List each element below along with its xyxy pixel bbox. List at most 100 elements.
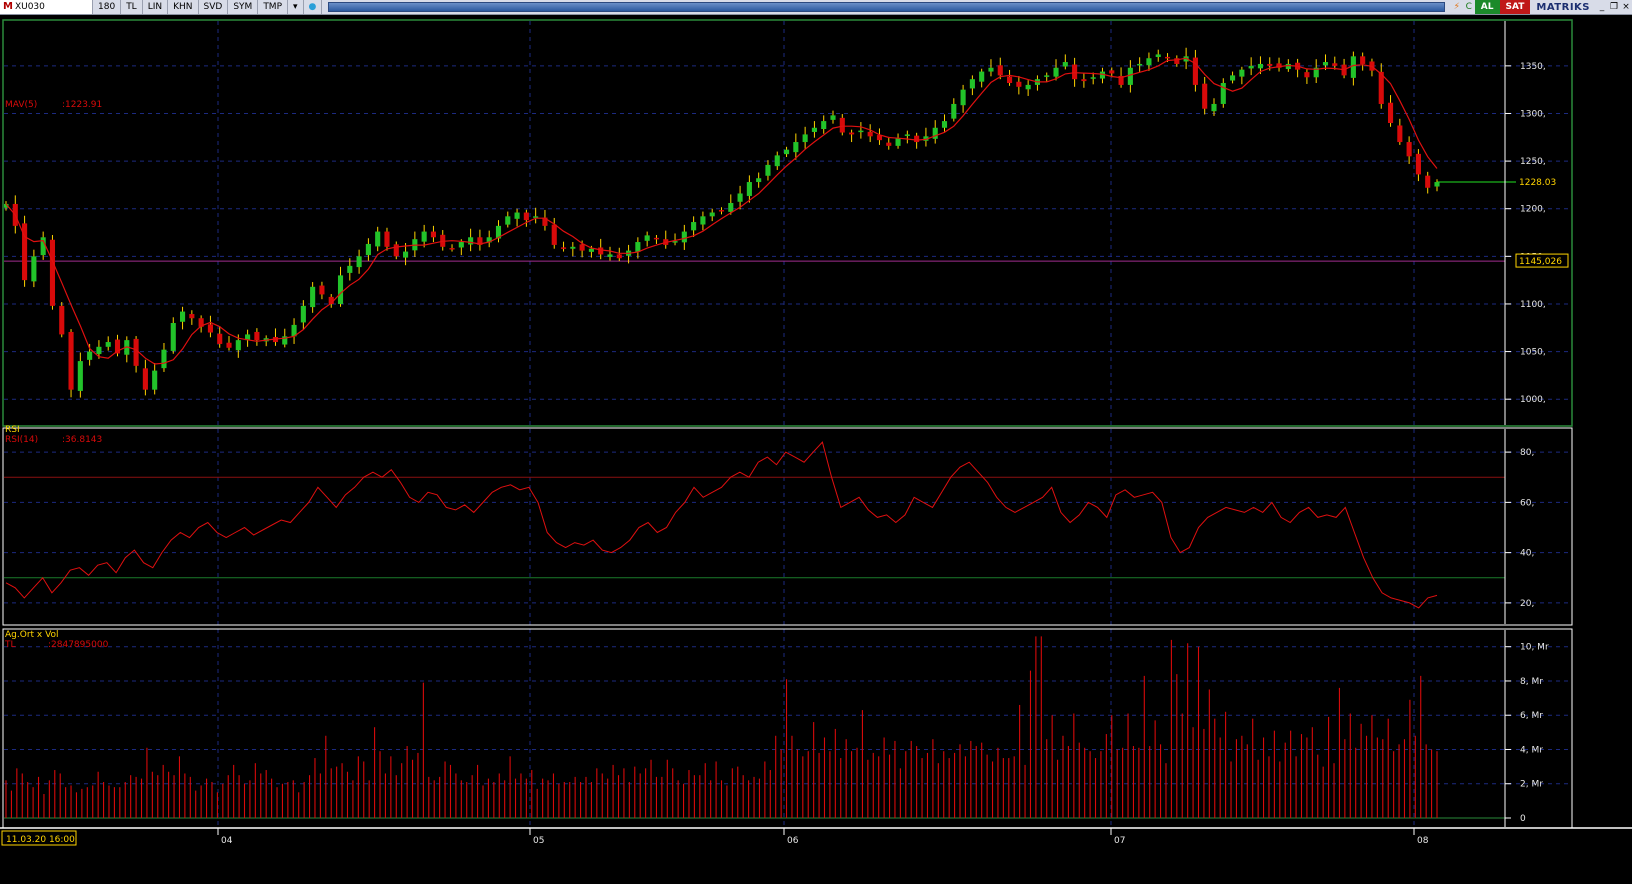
alert-icon[interactable]: ⚡ bbox=[1453, 2, 1460, 12]
candle-body bbox=[533, 216, 539, 218]
candle-body bbox=[4, 203, 9, 208]
rsi-panel-border bbox=[2, 427, 1573, 626]
candle-body bbox=[87, 351, 93, 360]
candle-body bbox=[486, 237, 492, 243]
candle-body bbox=[923, 136, 929, 141]
panel-borders bbox=[0, 19, 1632, 829]
candle-body bbox=[1062, 62, 1068, 67]
month-tick-label: 08 bbox=[1417, 836, 1429, 846]
candle-body bbox=[114, 339, 121, 354]
volume-label: TL bbox=[4, 640, 16, 650]
sell-button[interactable]: SAT bbox=[1499, 0, 1531, 14]
rsi-tick-label: 40, bbox=[1520, 549, 1534, 559]
candle-body bbox=[1387, 102, 1394, 123]
price-panel[interactable] bbox=[3, 47, 1516, 398]
candle-body bbox=[941, 121, 948, 128]
candle-body bbox=[1397, 125, 1403, 143]
date-label: 11.03.20 16:00 bbox=[6, 835, 75, 845]
candle-body bbox=[96, 346, 102, 355]
candle-body bbox=[969, 79, 975, 89]
candle-body bbox=[858, 130, 864, 133]
month-tick-label: 06 bbox=[787, 836, 799, 846]
candle-body bbox=[932, 127, 938, 139]
symbol-selector[interactable]: M XU030 bbox=[0, 0, 93, 14]
toolbar-button-tmp[interactable]: TMP bbox=[258, 0, 289, 14]
candle-body bbox=[635, 242, 641, 252]
candle-body bbox=[328, 296, 334, 304]
candle-body bbox=[1350, 56, 1356, 78]
mav-value: :1223.91 bbox=[62, 100, 102, 110]
candle-body bbox=[876, 135, 883, 141]
candle-body bbox=[765, 164, 771, 176]
candle-body bbox=[718, 210, 725, 212]
candle-body bbox=[1072, 64, 1078, 80]
rsi-panel[interactable] bbox=[4, 441, 1505, 609]
candle-body bbox=[1016, 81, 1022, 87]
candle-body bbox=[365, 243, 371, 256]
buy-button[interactable]: AL bbox=[1474, 0, 1500, 14]
dropdown-arrow-icon[interactable]: ▾ bbox=[288, 0, 304, 14]
candle-body bbox=[403, 251, 409, 258]
candle-body bbox=[1220, 83, 1226, 104]
candle-body bbox=[152, 370, 158, 390]
toolbar-button-lin[interactable]: LIN bbox=[143, 0, 169, 14]
candle-body bbox=[282, 336, 288, 345]
candle-body bbox=[904, 134, 910, 136]
candle-body bbox=[310, 286, 316, 308]
date-badge bbox=[1, 830, 77, 846]
symbol-code: XU030 bbox=[14, 2, 45, 12]
price-panel-border bbox=[2, 19, 1573, 427]
reference-price-label: 1145,026 bbox=[1519, 257, 1562, 267]
candle-body bbox=[1230, 75, 1236, 81]
rsi-tick-label: 80, bbox=[1520, 448, 1534, 458]
toolbar-button-khn[interactable]: KHN bbox=[168, 0, 199, 14]
volume-tick-label: 10, Mr bbox=[1520, 643, 1549, 653]
candle-body bbox=[1090, 77, 1096, 79]
candle-body bbox=[1267, 63, 1273, 66]
price-chart[interactable]: 04050607081000,1050,1100,1150,1200,1250,… bbox=[0, 15, 1632, 884]
candle-body bbox=[1304, 72, 1310, 78]
toolbar-button-svd[interactable]: SVD bbox=[199, 0, 229, 14]
candle-body bbox=[189, 314, 195, 319]
refresh-icon[interactable]: C bbox=[1465, 2, 1472, 12]
candle-body bbox=[31, 256, 37, 282]
candle-body bbox=[430, 231, 436, 238]
close-icon[interactable]: × bbox=[1622, 2, 1630, 12]
last-price-label: 1228.03 bbox=[1519, 178, 1556, 188]
candle-body bbox=[217, 333, 223, 344]
candle-body bbox=[59, 305, 65, 335]
candle-body bbox=[700, 216, 706, 225]
candle-body bbox=[1053, 67, 1059, 77]
candle-body bbox=[198, 318, 204, 327]
candle-body bbox=[49, 239, 56, 306]
candle-body bbox=[988, 67, 994, 72]
candle-body bbox=[653, 237, 660, 240]
candle-body bbox=[1007, 76, 1013, 83]
twitter-icon[interactable]: ● bbox=[304, 0, 323, 14]
candle-body bbox=[811, 127, 817, 132]
candle-body bbox=[1155, 54, 1161, 57]
period-selector[interactable]: 180 bbox=[93, 0, 122, 14]
candle-body bbox=[449, 248, 455, 250]
volume-panel[interactable] bbox=[5, 636, 1438, 818]
candle-body bbox=[1285, 63, 1291, 69]
currency-selector[interactable]: TL bbox=[121, 0, 143, 14]
minimize-icon[interactable]: _ bbox=[1599, 2, 1605, 12]
candle-body bbox=[1378, 71, 1384, 104]
candle-body bbox=[830, 115, 836, 120]
restore-icon[interactable]: ❐ bbox=[1609, 2, 1619, 12]
candle-body bbox=[793, 142, 799, 153]
candle-body bbox=[588, 248, 594, 252]
candle-body bbox=[133, 338, 139, 366]
candle-body bbox=[161, 349, 167, 369]
candle-body bbox=[1109, 70, 1115, 74]
candle-body bbox=[105, 342, 111, 347]
price-tick-label: 1000, bbox=[1520, 395, 1546, 405]
month-tick-label: 04 bbox=[221, 836, 233, 846]
volume-tick-label: 4, Mr bbox=[1520, 745, 1543, 755]
candle-body bbox=[895, 138, 901, 146]
candle-body bbox=[421, 231, 427, 242]
candle-body bbox=[1332, 63, 1338, 66]
candle-body bbox=[979, 71, 985, 82]
toolbar-button-sym[interactable]: SYM bbox=[228, 0, 259, 14]
